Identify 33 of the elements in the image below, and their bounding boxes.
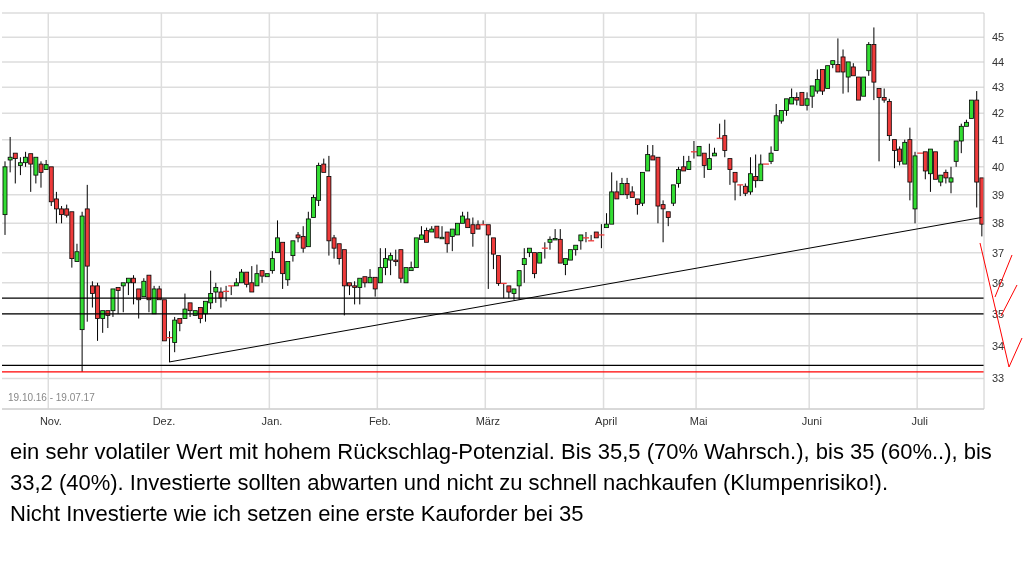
x-tick-label: Jan. xyxy=(261,414,283,427)
x-tick-label: Juli xyxy=(911,414,928,427)
x-tick-label: Mai xyxy=(689,414,708,427)
candlestick xyxy=(578,234,584,251)
candlestick xyxy=(768,145,774,165)
candlestick xyxy=(491,237,496,270)
y-tick-label: 33 xyxy=(992,372,1005,385)
y-tick-label: 34 xyxy=(992,339,1005,352)
candlestick xyxy=(706,143,712,170)
x-tick-label: Juni xyxy=(801,414,822,427)
candlestick xyxy=(2,160,8,236)
x-tick-label: April xyxy=(595,414,618,427)
annotation: 19.10.16 - 19.07.17 xyxy=(8,392,95,403)
y-tick-label: 41 xyxy=(992,133,1005,146)
x-tick-label: März xyxy=(475,414,501,427)
text: ein sehr volatiler Wert mit hohem Rückschlag-Potenzial. Bis 35,5 (70% Wahrsch.), bis 35 (60%..), bis 33,2 (40%). Investierte sollten abwarten und nicht zu schnell nachkaufen (Klumpenrisiko!). xyxy=(10,438,993,497)
y-tick-label: 43 xyxy=(992,81,1005,94)
candlestick xyxy=(645,144,651,172)
candlestick xyxy=(269,250,275,275)
candlestick xyxy=(582,231,590,243)
y-tick-label: 40 xyxy=(992,160,1005,173)
y-tick-label: 37 xyxy=(992,246,1005,259)
x-tick-label: Feb. xyxy=(368,414,391,427)
y-tick-label: 38 xyxy=(992,217,1005,230)
candlestick xyxy=(521,247,527,284)
y-tick-label: 45 xyxy=(992,31,1005,44)
candlestick xyxy=(712,147,717,157)
y-tick-label: 42 xyxy=(992,107,1005,120)
x-tick-label: Dez. xyxy=(152,414,176,427)
y-tick-label: 39 xyxy=(992,188,1005,201)
text: Nicht Investierte wie ich setzen eine erste Kauforder bei 35 xyxy=(10,500,585,528)
y-tick-label: 44 xyxy=(992,55,1005,68)
x-tick-label: Nov. xyxy=(39,414,62,427)
